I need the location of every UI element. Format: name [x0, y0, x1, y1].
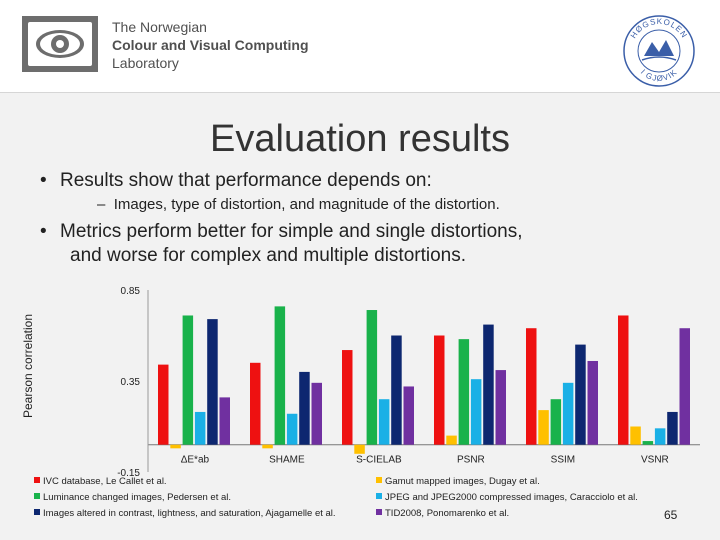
bar — [470, 379, 482, 445]
bar — [538, 410, 549, 445]
bar — [630, 426, 641, 445]
legend-item: Images altered in contrast, lightness, a… — [34, 508, 336, 519]
legend-item: Gamut mapped images, Dugay et al. — [376, 476, 540, 487]
bar — [207, 319, 218, 445]
legend-swatch — [376, 509, 382, 515]
bar — [526, 328, 537, 445]
bar — [286, 413, 298, 445]
legend-label: JPEG and JPEG2000 compressed images, Car… — [385, 492, 638, 503]
legend-swatch — [34, 493, 40, 499]
legend-item: TID2008, Ponomarenko et al. — [376, 508, 509, 519]
bar — [274, 306, 286, 445]
seal-text-top: HØGSKOLEN — [629, 17, 688, 40]
legend-swatch — [376, 493, 382, 499]
bar — [354, 444, 365, 454]
sub-bullet-marker: – — [97, 196, 106, 213]
university-seal: HØGSKOLEN I GJØVIK — [623, 15, 695, 87]
lab-logo — [22, 16, 98, 72]
bullet-2: • Metrics perform better for simple and s… — [40, 220, 523, 268]
bullet-2-line1: Metrics perform better for simple and si… — [60, 221, 523, 242]
legend-label: Luminance changed images, Pedersen et al… — [43, 492, 231, 503]
seal-text-bottom: I GJØVIK — [639, 68, 678, 84]
bar — [587, 360, 598, 445]
svg-text:HØGSKOLEN: HØGSKOLEN — [629, 17, 689, 40]
y-tick-label: -0.15 — [117, 468, 140, 479]
legend-label: Images altered in contrast, lightness, a… — [43, 508, 336, 519]
bar — [654, 428, 666, 445]
bar — [299, 371, 310, 445]
bar — [391, 335, 402, 445]
sub-bullet-1: – Images, type of distortion, and magnit… — [97, 196, 500, 213]
bullet-1-text: Results show that performance depends on… — [60, 170, 432, 191]
bar — [158, 364, 169, 445]
bar — [311, 382, 322, 445]
legend-swatch — [34, 509, 40, 515]
bar — [618, 315, 629, 445]
bar-chart: Pearson correlation 0.85 0.35 -0.15 ΔE*ab S… — [21, 286, 700, 519]
x-tick-label: VSNR — [641, 455, 669, 466]
bar — [262, 444, 273, 449]
legend-label: IVC database, Le Callet et al. — [43, 476, 167, 487]
legend-item: IVC database, Le Callet et al. — [34, 476, 167, 487]
lab-name-line3: Laboratory — [112, 55, 179, 71]
bar — [562, 382, 574, 445]
legend-item: JPEG and JPEG2000 compressed images, Car… — [376, 492, 638, 503]
bar — [679, 328, 690, 445]
bullet-marker: • — [40, 170, 47, 191]
legend-swatch — [376, 477, 382, 483]
bar — [458, 339, 470, 445]
bar — [483, 324, 494, 445]
bar — [495, 370, 506, 445]
legend-item: Luminance changed images, Pedersen et al… — [34, 492, 231, 503]
bar — [642, 441, 654, 445]
bar — [667, 411, 678, 445]
bar — [219, 397, 230, 445]
legend-swatch — [34, 477, 40, 483]
bar — [170, 444, 181, 449]
y-tick-label: 0.85 — [121, 286, 141, 297]
x-tick-label: S-CIELAB — [356, 455, 402, 466]
legend-label: Gamut mapped images, Dugay et al. — [385, 476, 540, 487]
bar — [403, 386, 414, 445]
bar — [575, 344, 586, 445]
x-tick-label: PSNR — [457, 455, 485, 466]
lab-name-line1: The Norwegian — [112, 19, 207, 35]
bar — [342, 350, 353, 445]
lab-name: The Norwegian Colour and Visual Computin… — [112, 18, 309, 72]
bar — [434, 335, 445, 445]
svg-text:I GJØVIK: I GJØVIK — [639, 68, 679, 84]
x-tick-label: ΔE*ab — [181, 455, 210, 466]
bar — [550, 399, 562, 445]
bar — [250, 362, 261, 445]
bar — [182, 315, 194, 445]
lab-name-line2: Colour and Visual Computing — [112, 37, 309, 53]
bullet-2-line2: and worse for complex and multiple disto… — [70, 245, 467, 266]
bar — [378, 399, 390, 445]
eye-icon — [36, 30, 84, 58]
bar — [366, 310, 378, 445]
bar — [446, 435, 457, 445]
header: The Norwegian Colour and Visual Computin… — [0, 0, 720, 93]
y-tick-label: 0.35 — [121, 377, 141, 388]
bar — [194, 411, 206, 445]
legend-label: TID2008, Ponomarenko et al. — [385, 508, 509, 519]
y-axis-label: Pearson correlation — [21, 314, 35, 418]
bullet-marker: • — [40, 221, 47, 242]
bullet-1: • Results show that performance depends o… — [40, 170, 432, 192]
sub-bullet-1-text: Images, type of distortion, and magnitud… — [113, 196, 500, 213]
slide-title: Evaluation results — [210, 118, 510, 160]
x-tick-label: SHAME — [269, 455, 305, 466]
x-tick-label: SSIM — [551, 455, 575, 466]
page-number: 65 — [664, 508, 678, 522]
